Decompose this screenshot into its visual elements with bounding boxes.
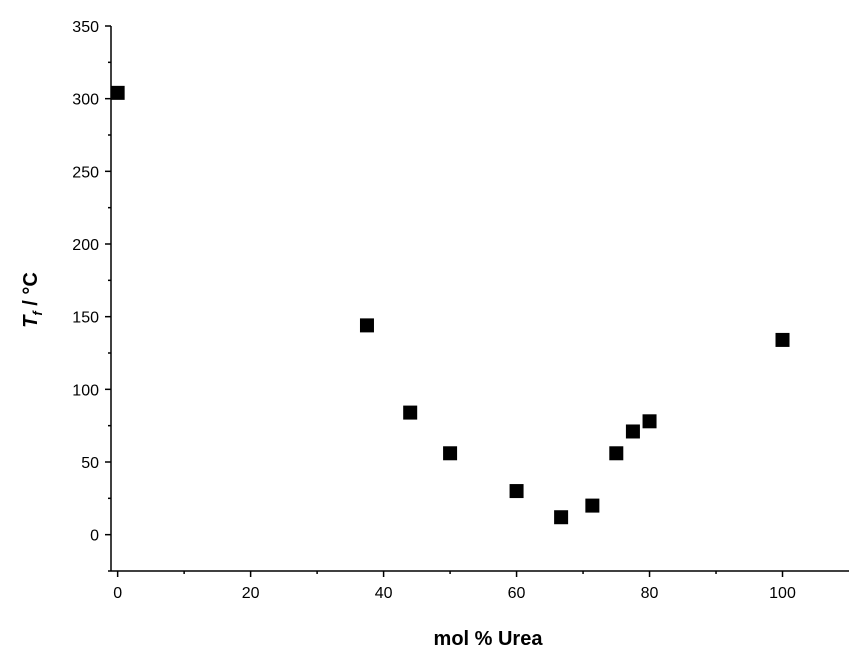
y-axis-label: Tf / °C	[20, 272, 45, 328]
data-point	[775, 332, 790, 347]
data-point	[585, 498, 600, 513]
y-tick-label: 50	[81, 455, 99, 472]
x-tick-label: 20	[242, 585, 260, 602]
y-axis: 0 50 100 150 200 250 300 350	[72, 19, 112, 572]
data-point	[403, 405, 418, 420]
data-point	[554, 510, 569, 525]
data-point	[509, 484, 524, 499]
y-axis-label-symbol: T	[20, 314, 42, 328]
data-point	[625, 424, 640, 439]
x-tick-label: 0	[113, 585, 122, 602]
y-tick-label: 150	[72, 310, 99, 327]
y-tick-label: 300	[72, 92, 99, 109]
x-axis: 0 20 40 60 80 100	[111, 570, 849, 602]
y-axis-label-subscript: f	[30, 310, 45, 316]
y-tick-label: 0	[90, 528, 99, 545]
data-point	[443, 446, 458, 461]
x-axis-label: mol % Urea	[434, 628, 544, 650]
data-point	[110, 85, 125, 100]
y-tick-label: 100	[72, 382, 99, 399]
x-tick-label: 40	[375, 585, 393, 602]
x-tick-label: 100	[769, 585, 796, 602]
x-tick-label: 60	[508, 585, 526, 602]
y-tick-label: 350	[72, 19, 99, 36]
x-tick-label: 80	[641, 585, 659, 602]
data-point	[359, 318, 374, 333]
y-axis-label-unit: / °C	[20, 272, 42, 311]
data-point	[642, 414, 657, 429]
data-point	[609, 446, 624, 461]
y-tick-label: 250	[72, 164, 99, 181]
y-tick-label: 200	[72, 237, 99, 254]
data-points	[110, 85, 790, 525]
